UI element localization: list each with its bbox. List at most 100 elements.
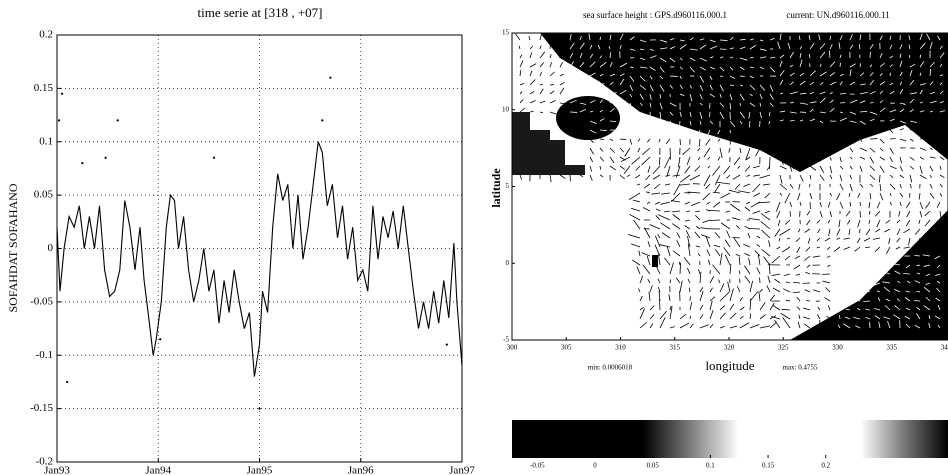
vector	[749, 66, 754, 69]
vector	[629, 138, 633, 145]
vector	[689, 111, 692, 117]
vector	[694, 231, 701, 239]
vector	[649, 129, 653, 136]
vector	[719, 305, 726, 311]
vector	[859, 165, 863, 172]
vector	[729, 75, 736, 80]
vector	[639, 84, 646, 91]
vector	[819, 43, 826, 50]
vector	[736, 286, 741, 293]
vector	[865, 316, 871, 320]
vector	[863, 271, 871, 275]
vector	[699, 290, 704, 302]
colorbar-tick-label: 0.05	[647, 462, 660, 470]
vector	[528, 35, 531, 41]
vector	[919, 165, 923, 174]
y-tick-label: 10	[502, 105, 510, 113]
vector	[779, 54, 785, 59]
vector	[879, 100, 884, 104]
vector	[732, 174, 741, 180]
vector	[838, 219, 841, 228]
vector	[784, 219, 791, 225]
vector	[796, 296, 801, 302]
vector	[809, 138, 817, 144]
vector	[819, 63, 822, 68]
vector	[916, 246, 921, 248]
vector	[744, 165, 751, 172]
vector	[769, 315, 777, 320]
vector	[846, 219, 851, 225]
vector	[519, 107, 526, 113]
vector	[878, 321, 881, 329]
vector	[779, 147, 793, 152]
vector	[819, 91, 826, 95]
vector	[829, 147, 838, 152]
vector	[789, 201, 793, 207]
vector	[639, 93, 644, 100]
vector	[669, 75, 678, 77]
vector	[766, 285, 771, 293]
y-tick-label: 0	[48, 242, 54, 254]
vector	[845, 210, 851, 217]
vector	[699, 75, 705, 83]
vector	[725, 210, 731, 213]
vector	[876, 290, 881, 293]
vector	[936, 287, 941, 293]
vector	[827, 255, 831, 258]
vector	[779, 60, 783, 68]
vector	[619, 147, 625, 153]
vector	[889, 109, 897, 113]
vector	[929, 129, 938, 132]
vector	[768, 262, 771, 275]
vector	[761, 249, 771, 257]
vector	[629, 129, 634, 135]
vector	[700, 227, 711, 230]
vector	[659, 317, 666, 329]
vector	[887, 320, 891, 329]
data-point	[116, 119, 119, 122]
vector	[889, 165, 897, 170]
vector	[848, 228, 851, 235]
vector	[759, 174, 771, 179]
vector	[779, 79, 784, 86]
vector	[889, 183, 896, 190]
vector	[939, 74, 944, 77]
y-tick-label: 15	[502, 29, 510, 37]
vector	[647, 165, 651, 173]
colorbar-tick-label: 0	[593, 462, 597, 470]
vector	[939, 174, 945, 179]
vector	[909, 70, 913, 77]
vector	[933, 237, 941, 240]
vector	[829, 138, 833, 142]
vector	[809, 165, 817, 171]
vector	[669, 57, 676, 63]
vector	[929, 165, 934, 172]
vector	[749, 102, 756, 107]
vector	[719, 283, 725, 293]
vector	[794, 255, 801, 259]
vector	[642, 207, 651, 212]
vector	[519, 91, 523, 95]
vector	[746, 174, 751, 177]
vector	[729, 93, 733, 101]
vector	[929, 138, 938, 142]
vector	[589, 165, 593, 172]
vector	[648, 291, 651, 302]
vector	[529, 70, 533, 77]
vector	[846, 273, 851, 276]
vector	[822, 280, 831, 284]
vector	[684, 165, 691, 174]
x-tick-label: 340	[941, 344, 948, 352]
vector	[673, 183, 681, 196]
vector	[903, 246, 911, 249]
vector	[669, 279, 672, 284]
vector	[579, 62, 585, 68]
vector	[637, 138, 641, 142]
vector	[642, 264, 651, 275]
vector	[869, 79, 874, 86]
vector	[939, 82, 943, 86]
vector	[659, 84, 665, 92]
vector	[719, 252, 723, 266]
vector	[665, 138, 671, 144]
vector	[649, 66, 656, 72]
